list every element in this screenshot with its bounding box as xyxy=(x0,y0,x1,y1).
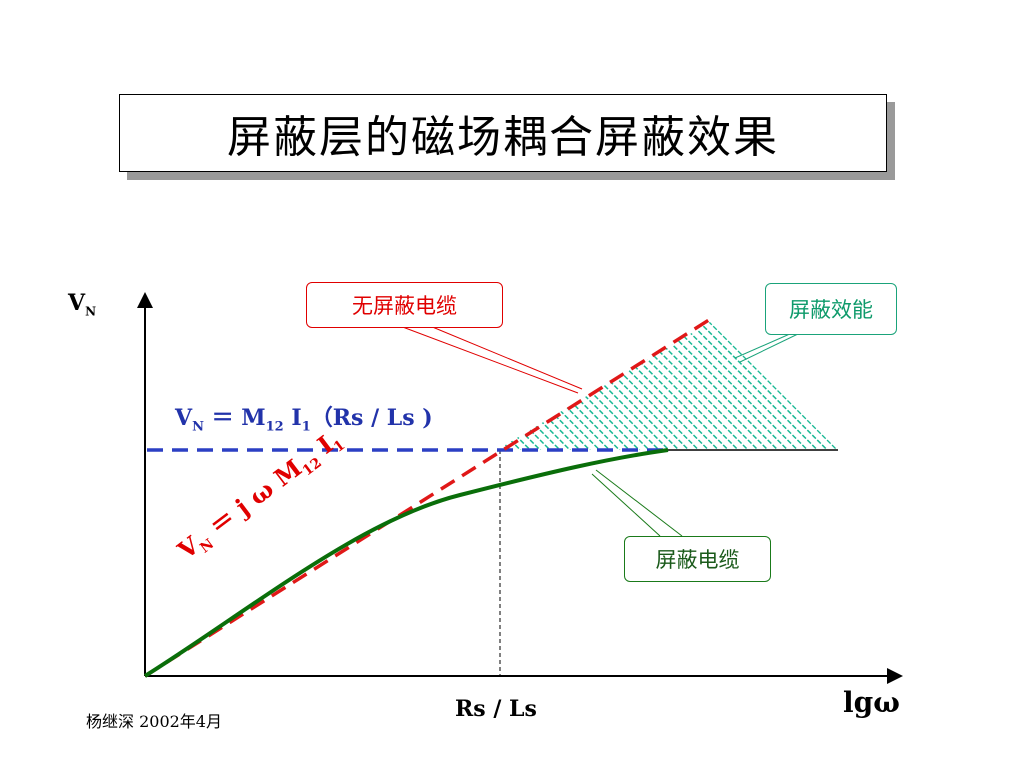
shielded-leader-line xyxy=(595,469,683,537)
effectiveness-leader-line-2 xyxy=(739,332,801,363)
unshielded-leader-line-2 xyxy=(429,325,583,390)
unshielded-cable-line xyxy=(144,316,713,678)
shielded-leader-line-2 xyxy=(591,473,661,537)
shielding-effectiveness-region xyxy=(500,322,838,450)
x-marker-label: Rs / Ls xyxy=(455,696,537,722)
effectiveness-leader-line xyxy=(734,332,793,359)
x-axis-label: lgω xyxy=(843,686,900,719)
page-title: 屏蔽层的磁场耦合屏蔽效果 xyxy=(119,94,887,172)
footer-author-date: 杨继深 2002年4月 xyxy=(86,712,222,731)
shielded-cable-callout: 屏蔽电缆 xyxy=(624,536,771,582)
shielded-cable-curve xyxy=(143,448,669,678)
unshielded-cable-callout: 无屏蔽电缆 xyxy=(306,282,503,328)
y-axis-label: VN xyxy=(68,290,97,319)
plateau-formula: VN ＝ M12 I1（Rs / Ls ) xyxy=(175,405,433,435)
unshielded-leader-line xyxy=(399,325,579,394)
shielding-effectiveness-callout: 屏蔽效能 xyxy=(765,283,897,335)
